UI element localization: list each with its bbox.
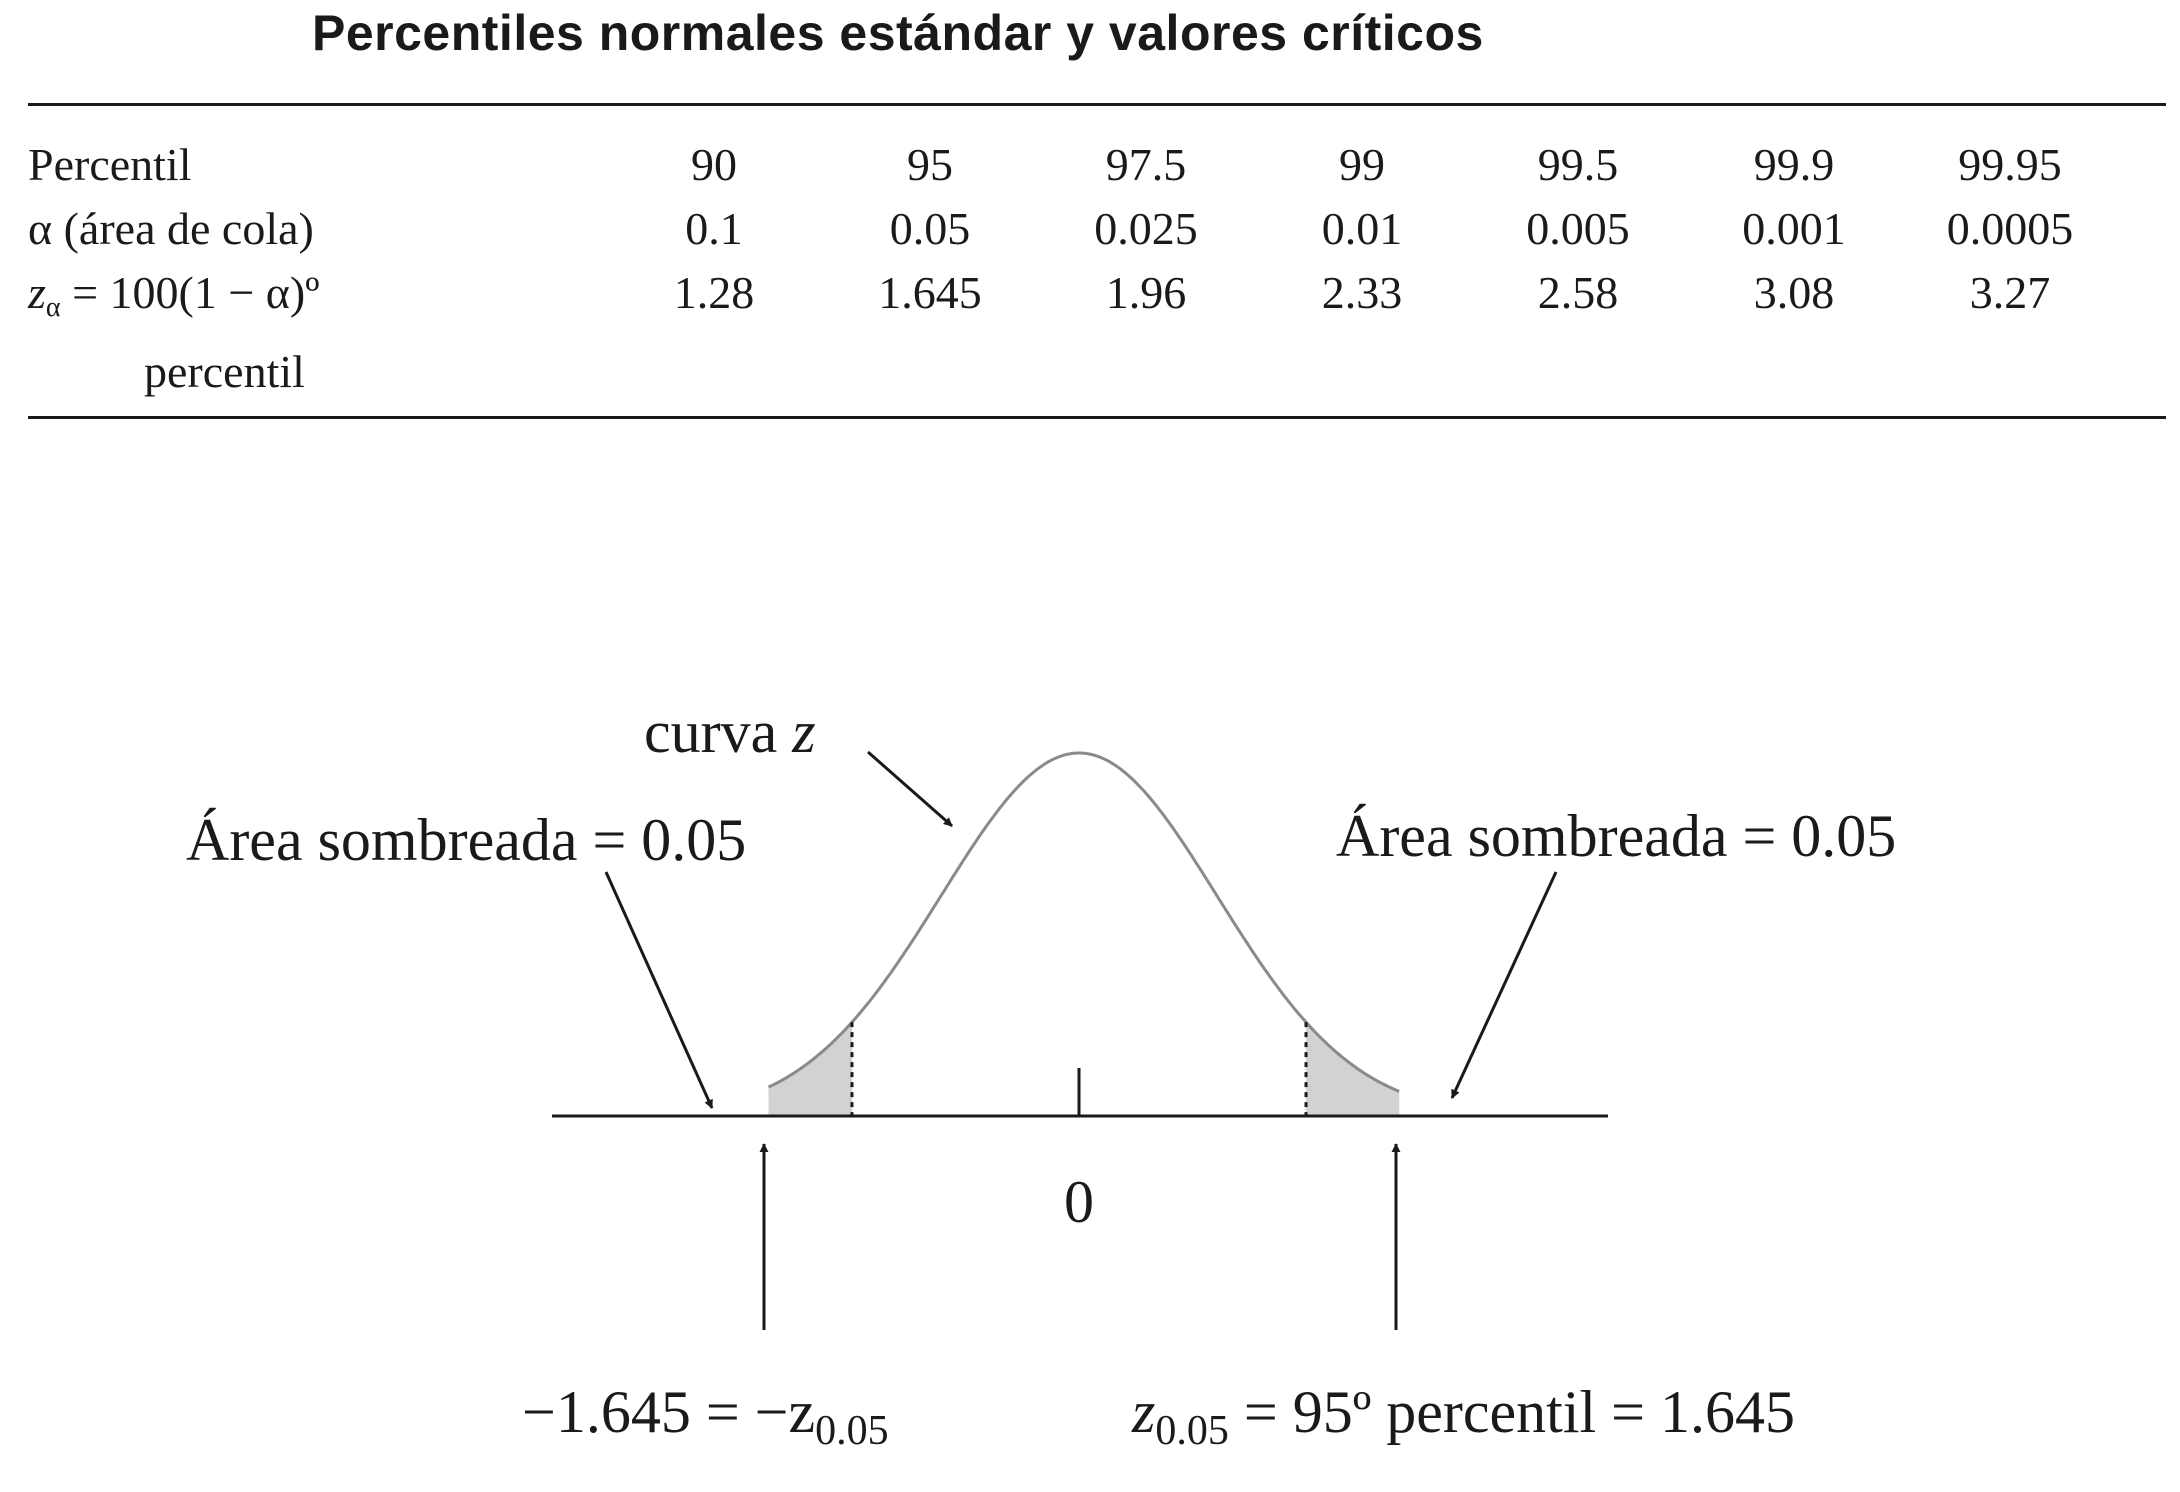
z-symbol: z (28, 267, 46, 318)
row-label-z: zα = 100(1 − α)º (28, 261, 606, 340)
cell-alpha-4: 0.01 (1321, 203, 1403, 254)
z-subscript: α (45, 292, 61, 323)
percentile-table: Percentil 90 95 97.5 99 99.5 99.9 99.95 … (28, 133, 2118, 404)
page-title: Percentiles normales estándar y valores … (312, 5, 1484, 61)
left-area-label: Área sombreada = 0.05 (186, 807, 746, 873)
cell-z-5: 2.58 (1537, 267, 1619, 318)
cell-alpha-3: 0.025 (1094, 203, 1198, 254)
table-row-z-continued: percentil (28, 340, 2118, 404)
left-critical-label: −1.645 = −z0.05 (522, 1379, 889, 1454)
cell-z-1: 1.28 (673, 267, 755, 318)
right-area-label: Área sombreada = 0.05 (1336, 803, 1896, 869)
right-critical-label: z0.05 = 95º percentil = 1.645 (1131, 1379, 1795, 1454)
cell-z-3: 1.96 (1105, 267, 1187, 318)
left-area-arrow (604, 871, 714, 1109)
center-tick-label: 0 (1064, 1169, 1094, 1235)
curve-label: curva z (644, 699, 816, 765)
cell-alpha-6: 0.001 (1742, 203, 1846, 254)
cell-z-4: 2.33 (1321, 267, 1403, 318)
cell-alpha-5: 0.005 (1526, 203, 1630, 254)
cell-z-2: 1.645 (878, 267, 982, 318)
cell-z-7: 3.27 (1969, 267, 2051, 318)
row-label-percentil: Percentil (28, 139, 192, 190)
curve-label-arrow (867, 750, 953, 828)
cell-alpha-7: 0.0005 (1946, 203, 2074, 254)
cell-alpha-1: 0.1 (685, 203, 743, 254)
z-formula: = 100(1 − α)º (60, 267, 320, 318)
cell-percentil-5: 99.5 (1537, 139, 1619, 190)
cell-percentil-7: 99.95 (1958, 139, 2062, 190)
cell-alpha-2: 0.05 (889, 203, 971, 254)
table-row-z: zα = 100(1 − α)º 1.28 1.645 1.96 2.33 2.… (28, 261, 2118, 340)
cell-percentil-6: 99.9 (1753, 139, 1835, 190)
cell-percentil-1: 90 (691, 139, 737, 190)
cell-percentil-3: 97.5 (1105, 139, 1187, 190)
row-label-alpha: α (área de cola) (28, 203, 314, 254)
cell-percentil-4: 99 (1339, 139, 1385, 190)
table-bottom-rule (28, 416, 2166, 419)
right-area-arrow (1450, 871, 1558, 1099)
table-row-percentil: Percentil 90 95 97.5 99 99.5 99.9 99.95 (28, 133, 2118, 197)
right-tail-shaded-area (1306, 1022, 1400, 1116)
table-top-rule (28, 103, 2166, 106)
z-curve (767, 751, 1400, 1093)
row-label-z-line2: percentil (144, 346, 305, 397)
table-row-alpha: α (área de cola) 0.1 0.05 0.025 0.01 0.0… (28, 197, 2118, 261)
cell-z-6: 3.08 (1753, 267, 1835, 318)
cell-percentil-2: 95 (907, 139, 953, 190)
